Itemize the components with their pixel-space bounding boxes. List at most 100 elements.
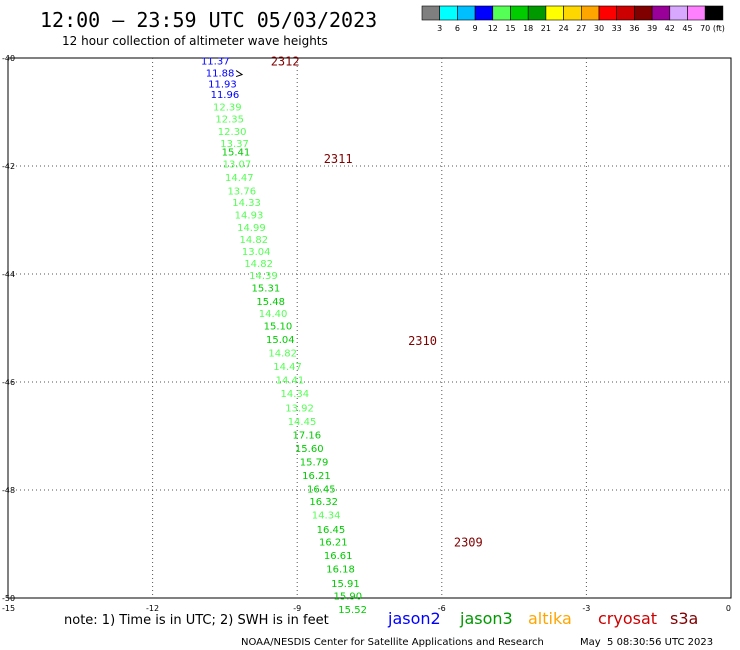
color-scale-label: 24	[559, 24, 569, 33]
wave-height-label: 14.45	[288, 417, 317, 428]
color-swatch	[669, 5, 688, 21]
track-direction-arrow	[235, 70, 244, 78]
color-scale-unit: (ft)	[713, 24, 725, 33]
color-swatch	[580, 5, 600, 21]
color-swatch	[474, 5, 494, 21]
wave-height-label: 11.88	[206, 69, 235, 80]
legend-altika: altika	[528, 609, 572, 628]
footer-note: note: 1) Time is in UTC; 2) SWH is in fe…	[64, 613, 329, 628]
wave-height-label: 11.96	[211, 90, 240, 101]
time-label: 2310	[408, 334, 437, 348]
wave-height-label: 16.61	[324, 551, 353, 562]
legend-cryosat: cryosat	[598, 609, 657, 628]
x-tick-label: -15	[2, 604, 15, 613]
color-swatch	[616, 5, 635, 21]
plot-border	[7, 57, 732, 599]
color-scale-label: 36	[629, 24, 639, 33]
wave-height-label: 14.41	[276, 375, 305, 386]
y-tick-label: -42	[2, 162, 15, 171]
color-scale-label: 21	[541, 24, 551, 33]
time-labels: 2312 2311 2310 2309	[271, 55, 483, 550]
time-label: 2309	[454, 535, 483, 549]
x-tick-label: -3	[582, 604, 590, 613]
y-tick-label: -44	[2, 270, 15, 279]
color-swatch	[704, 5, 724, 21]
wave-height-label: 11.93	[208, 79, 237, 90]
color-scale-label: 12	[488, 24, 498, 33]
wave-height-label: 16.45	[307, 484, 336, 495]
color-swatch	[439, 5, 458, 21]
wave-height-label: 13.07	[223, 159, 252, 170]
wave-height-label: 15.48	[256, 297, 285, 308]
wave-height-label: 16.21	[302, 471, 331, 482]
color-swatch	[634, 5, 653, 21]
footer: note: 1) Time is in UTC; 2) SWH is in fe…	[64, 613, 713, 648]
wave-height-label: 15.90	[333, 591, 362, 602]
wave-height-label: 13.76	[227, 186, 256, 197]
chart-header: 12:00 – 23:59 UTC 05/03/2023 12 hour col…	[40, 8, 377, 48]
color-swatch	[527, 5, 547, 21]
x-tick-label: -6	[438, 604, 446, 613]
legend-jason2: jason2	[387, 609, 441, 628]
color-scale-label: 39	[647, 24, 657, 33]
color-swatch	[563, 5, 582, 21]
legend: jason2 jason3 altika cryosat s3a	[387, 609, 698, 628]
wave-height-label: 14.99	[237, 223, 266, 234]
color-scale-label: 15	[505, 24, 515, 33]
color-scale-label: 6	[455, 24, 460, 33]
wave-height-label: 15.41	[222, 147, 251, 158]
wave-height-label: 13.92	[285, 403, 314, 414]
wave-height-label: 14.47	[225, 173, 254, 184]
wave-height-label: 15.52	[338, 605, 367, 616]
x-tick-label: -12	[146, 604, 159, 613]
legend-s3a: s3a	[670, 609, 698, 628]
color-scale-label: 33	[612, 24, 622, 33]
wave-height-label: 13.04	[242, 247, 271, 258]
axes: -40 -42 -44 -46 -48 -50-15 -12 -9 -6 -3 0	[2, 54, 731, 613]
color-swatch	[510, 5, 529, 21]
color-swatch	[421, 5, 441, 21]
wave-height-label: 14.82	[239, 235, 268, 246]
y-tick-label: -48	[2, 486, 15, 495]
wave-height-label: 13.37	[220, 139, 249, 150]
wave-height-label: 14.82	[244, 259, 273, 270]
color-swatch	[687, 5, 706, 21]
plot-area	[7, 57, 732, 599]
y-tick-label: -40	[2, 54, 15, 63]
y-tick-label: -46	[2, 378, 15, 387]
color-scale-label: 9	[473, 24, 478, 33]
wave-height-label: 15.31	[252, 284, 281, 295]
color-swatch	[651, 5, 671, 21]
color-scale-label: 27	[576, 24, 586, 33]
wave-height-label: 14.40	[259, 309, 288, 320]
wave-height-label: 16.21	[319, 537, 348, 548]
wave-height-label: 14.82	[268, 348, 297, 359]
wave-height-label: 11.37	[201, 57, 230, 68]
legend-jason3: jason3	[459, 609, 513, 628]
color-scale-label: 3	[437, 24, 442, 33]
color-scale-label: 70	[700, 24, 710, 33]
wave-height-label: 15.10	[264, 321, 293, 332]
wave-height-label: 16.32	[309, 497, 338, 508]
wave-height-label: 16.45	[317, 525, 346, 536]
wave-height-label: 16.18	[326, 564, 355, 575]
color-scale-bar: 3 6 9 12 15 18 21 24 27 30 33 36 39 42 45 70 (ft)	[421, 5, 725, 33]
footer-timestamp: May 5 08:30:56 UTC 2023	[580, 637, 713, 648]
wave-height-label: 15.04	[266, 335, 295, 346]
wave-height-label: 12.35	[215, 114, 244, 125]
wave-height-label: 14.34	[312, 510, 341, 521]
color-scale-label: 18	[523, 24, 533, 33]
time-label: 2311	[324, 152, 353, 166]
wave-height-label: 14.39	[249, 271, 278, 282]
color-swatch	[492, 5, 511, 21]
wave-height-label: 12.30	[218, 127, 247, 138]
wave-height-label: 17.16	[293, 430, 322, 441]
footer-credit: NOAA/NESDIS Center for Satellite Applica…	[241, 637, 544, 648]
wave-height-label: 14.93	[235, 211, 264, 222]
y-tick-label: -50	[2, 594, 15, 603]
chart-subtitle: 12 hour collection of altimeter wave hei…	[62, 34, 328, 48]
wave-height-label: 14.34	[280, 389, 309, 400]
chart-title: 12:00 – 23:59 UTC 05/03/2023	[40, 8, 377, 32]
